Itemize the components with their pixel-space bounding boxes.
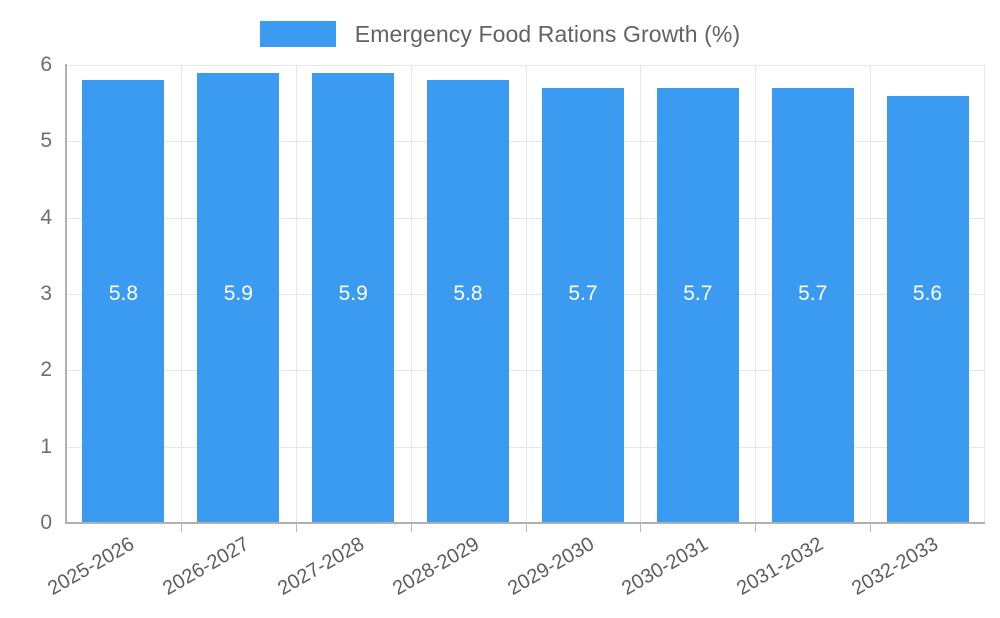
legend-swatch-icon xyxy=(259,21,336,47)
y-tick-label: 0 xyxy=(40,511,52,534)
x-tick-label: 2026-2027 xyxy=(159,533,253,600)
y-tick-label: 6 xyxy=(40,53,52,76)
bar-value-label: 5.8 xyxy=(453,281,483,305)
x-tick-label: 2027-2028 xyxy=(273,533,368,600)
bar-band: 5.7 xyxy=(640,65,755,523)
y-tick-label: 2 xyxy=(40,358,52,382)
x-tick-mark xyxy=(640,523,642,532)
gridline-vertical xyxy=(870,65,872,523)
x-tick-mark xyxy=(295,523,297,532)
plot-area: 5.8 5.9 5.9 5.8 5.7 xyxy=(66,65,985,523)
gridline-vertical xyxy=(755,65,757,523)
y-tick-label: 4 xyxy=(40,205,52,229)
bar-value-label: 5.8 xyxy=(108,281,139,305)
gridline-vertical xyxy=(295,65,297,523)
x-tick-label: 2028-2029 xyxy=(388,533,483,600)
legend-label: Emergency Food Rations Growth (%) xyxy=(354,20,741,47)
x-tick-mark xyxy=(180,523,182,532)
x-tick-mark xyxy=(525,523,527,532)
bar-2027-2028[interactable]: 5.9 xyxy=(312,72,395,523)
bar-2032-2033[interactable]: 5.6 xyxy=(886,95,969,523)
bar-value-label: 5.7 xyxy=(568,281,598,305)
gridline-vertical xyxy=(525,65,527,523)
bar-band: 5.9 xyxy=(296,65,411,523)
bar-2030-2031[interactable]: 5.7 xyxy=(656,87,739,523)
bar-value-label: 5.7 xyxy=(798,281,828,305)
bar-band: 5.6 xyxy=(870,65,985,523)
bar-band: 5.9 xyxy=(181,65,296,523)
bar-2029-2030[interactable]: 5.7 xyxy=(541,87,624,523)
bar-band: 5.8 xyxy=(66,65,181,523)
x-axis-line xyxy=(65,522,985,524)
y-tick-label: 3 xyxy=(40,282,52,305)
bar-series-emergency-food-rations-growth: 5.8 5.9 5.9 5.8 5.7 xyxy=(66,65,985,523)
bar-2031-2032[interactable]: 5.7 xyxy=(771,87,854,523)
x-tick-mark xyxy=(410,523,412,532)
bar-value-label: 5.7 xyxy=(683,281,713,305)
x-tick-label: 2029-2030 xyxy=(503,533,598,600)
gridline-vertical xyxy=(410,65,412,523)
x-tick-mark xyxy=(870,523,872,532)
y-axis-line xyxy=(65,64,67,524)
x-tick-label: 2025-2026 xyxy=(44,533,138,600)
gridline-vertical xyxy=(640,65,642,523)
chart-legend: Emergency Food Rations Growth (%) xyxy=(0,14,1000,54)
y-tick-label: 1 xyxy=(40,434,52,458)
y-tick-label: 5 xyxy=(40,129,52,153)
x-tick-mark xyxy=(755,523,757,532)
bar-2026-2027[interactable]: 5.9 xyxy=(197,72,280,523)
bar-chart: Emergency Food Rations Growth (%) 6 5 4 … xyxy=(0,14,1000,600)
gridline-vertical xyxy=(180,65,182,523)
bar-band: 5.7 xyxy=(526,65,641,523)
x-tick-label: 2030-2031 xyxy=(618,533,713,600)
bar-band: 5.7 xyxy=(755,65,870,523)
x-tick-label: 2031-2032 xyxy=(733,533,828,600)
legend-item-emergency-food-rations-growth[interactable]: Emergency Food Rations Growth (%) xyxy=(259,20,741,48)
bar-value-label: 5.9 xyxy=(223,281,253,305)
bar-2025-2026[interactable]: 5.8 xyxy=(82,80,165,523)
bar-2028-2029[interactable]: 5.8 xyxy=(427,80,510,523)
bar-value-label: 5.6 xyxy=(912,281,943,305)
x-tick-label: 2032-2033 xyxy=(848,533,943,600)
y-axis-tick-labels: 6 5 4 3 2 1 0 xyxy=(0,53,52,534)
bar-band: 5.8 xyxy=(411,65,526,523)
bar-value-label: 5.9 xyxy=(338,281,368,305)
